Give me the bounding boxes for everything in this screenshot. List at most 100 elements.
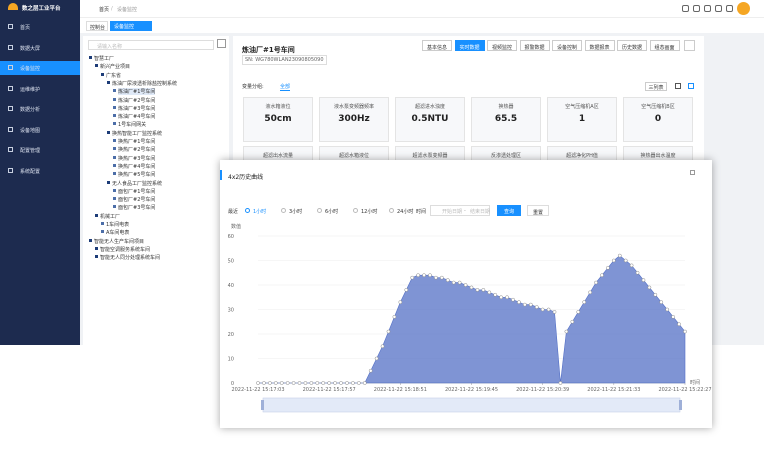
tree-item[interactable]: 炼油厂#4号车间 <box>118 114 156 121</box>
radio-label[interactable]: 1小时 <box>253 209 267 215</box>
tree-icon <box>107 80 110 84</box>
logo <box>8 3 18 10</box>
menu-item[interactable]: 数据大屏 <box>20 45 41 52</box>
menu-item[interactable]: 数据分析 <box>20 107 41 113</box>
menu-active[interactable] <box>0 61 80 75</box>
tree-button[interactable] <box>217 39 226 48</box>
point <box>517 300 521 304</box>
tree-icon <box>107 130 110 134</box>
tree-item[interactable]: 无人食品工厂监控系统 <box>112 180 163 187</box>
search-input[interactable]: 请输入名称 <box>88 40 214 50</box>
tree-icon <box>113 139 116 142</box>
tree-item[interactable]: 炼油厂尿液透析除盐控制系统 <box>112 80 178 87</box>
menu-item[interactable]: 运维维护 <box>20 86 41 93</box>
menu-icon[interactable] <box>8 85 13 91</box>
tab-button[interactable]: 视频监控 <box>487 40 517 51</box>
point <box>606 266 610 270</box>
tree-item[interactable]: 1号车间网关 <box>118 122 147 129</box>
tree-item[interactable]: A车间电表 <box>106 230 130 237</box>
tree-item[interactable]: 换热厂#5号车间 <box>118 172 156 179</box>
date-input[interactable] <box>430 205 490 216</box>
point <box>564 329 569 334</box>
menu-item[interactable]: 设备地图 <box>20 127 41 134</box>
point <box>487 290 492 295</box>
point <box>457 280 462 285</box>
radio[interactable] <box>389 208 394 213</box>
point <box>434 275 438 280</box>
date-start: 开始日期 <box>442 209 463 215</box>
tree-item[interactable]: 智慧工厂 <box>94 56 115 62</box>
layout-button[interactable]: 三列表 <box>645 82 667 91</box>
tree-item[interactable]: 面包厂#1号车间 <box>118 188 156 195</box>
breadcrumb: / <box>111 6 113 12</box>
tab[interactable]: 设备监控 <box>110 21 152 31</box>
query-button[interactable]: 查询 <box>497 205 521 216</box>
radio-label[interactable]: 12小时 <box>361 209 378 215</box>
menu-icon[interactable] <box>8 106 13 111</box>
tree-item[interactable]: 炼油厂#3号车间 <box>118 105 156 112</box>
tree-item[interactable]: 换热厂#3号车间 <box>118 155 156 162</box>
radio[interactable] <box>317 208 322 213</box>
view-icon <box>675 83 681 89</box>
tree-item[interactable]: 智能无人生产车间项目 <box>94 238 145 245</box>
point <box>327 381 332 385</box>
radio[interactable] <box>245 208 250 213</box>
modal-title: 4x2历史曲线 <box>228 174 264 181</box>
menu-icon[interactable] <box>8 65 13 70</box>
point <box>356 381 361 385</box>
top-icon <box>682 5 689 12</box>
point <box>659 300 664 304</box>
radio-label[interactable]: 24小时 <box>397 209 414 215</box>
tree-item[interactable]: 1车间电表 <box>106 222 130 228</box>
tab[interactable]: 控制台 <box>86 21 108 31</box>
reset-button[interactable]: 重置 <box>527 205 549 216</box>
tab-button[interactable]: 历史数据 <box>617 40 647 51</box>
tree-item[interactable]: 智能空调服务系统车间 <box>100 246 151 253</box>
tree-item[interactable]: 智能无人同分处理系统车间 <box>100 255 161 262</box>
menu-icon[interactable] <box>8 24 13 29</box>
tree-item[interactable]: 换热厂#4号车间 <box>118 163 156 170</box>
settings-button[interactable] <box>684 40 695 51</box>
date-sep: - <box>464 208 466 214</box>
menu-icon[interactable] <box>8 126 13 132</box>
point <box>368 368 373 373</box>
y-axis-label: 数值 <box>231 223 241 230</box>
point <box>683 329 687 334</box>
menu-icon[interactable] <box>8 44 13 50</box>
tree-item[interactable]: 机械工厂 <box>100 213 121 220</box>
tree-item[interactable]: 新兴产业项目 <box>100 64 131 71</box>
menu-item[interactable]: 设备监控 <box>20 66 41 72</box>
tree-item[interactable]: 换热厂#2号车间 <box>118 147 156 154</box>
menu-item[interactable]: 系统配置 <box>20 168 41 175</box>
tab-button[interactable]: 基本信息 <box>422 40 452 51</box>
radio-label[interactable]: 6小时 <box>325 209 339 215</box>
tree-icon <box>113 205 116 209</box>
tree-item[interactable]: 面包厂#2号车间 <box>118 197 156 204</box>
tab-button[interactable]: 数据报表 <box>584 40 615 51</box>
tab-button[interactable]: 组态画面 <box>649 40 680 51</box>
radio-label[interactable]: 3小时 <box>289 209 303 215</box>
point <box>641 278 646 282</box>
tree-icon <box>101 222 104 225</box>
radio[interactable] <box>281 208 286 213</box>
tab-button[interactable]: 设备控制 <box>552 40 582 51</box>
point <box>475 288 480 292</box>
tree-item[interactable]: 换热厂#1号车间 <box>118 139 156 145</box>
tree-item[interactable]: 换热智能工厂监控系统 <box>112 130 163 137</box>
menu-item[interactable]: 配置管理 <box>20 148 41 154</box>
menu-item[interactable]: 首页 <box>20 25 31 31</box>
tree-item[interactable]: 炼油厂#1号车间 <box>118 88 156 96</box>
tree-icon <box>101 72 104 76</box>
tab-button[interactable]: 报警数据 <box>519 40 550 51</box>
menu-icon[interactable] <box>8 167 13 173</box>
x-tick-label: 2022-11-22 15:17:03 <box>231 387 284 393</box>
breadcrumb: 首页 <box>99 7 110 13</box>
menu-icon[interactable] <box>8 147 13 152</box>
top-icon <box>715 5 722 12</box>
tree-item[interactable]: 炼油厂#2号车间 <box>118 97 156 104</box>
radio[interactable] <box>353 208 358 213</box>
tab-button[interactable]: 实时数据 <box>454 40 485 51</box>
tree-item[interactable]: 广东省 <box>106 72 122 79</box>
top-icon <box>726 5 733 12</box>
tree-item[interactable]: 面包厂#3号车间 <box>118 205 156 212</box>
